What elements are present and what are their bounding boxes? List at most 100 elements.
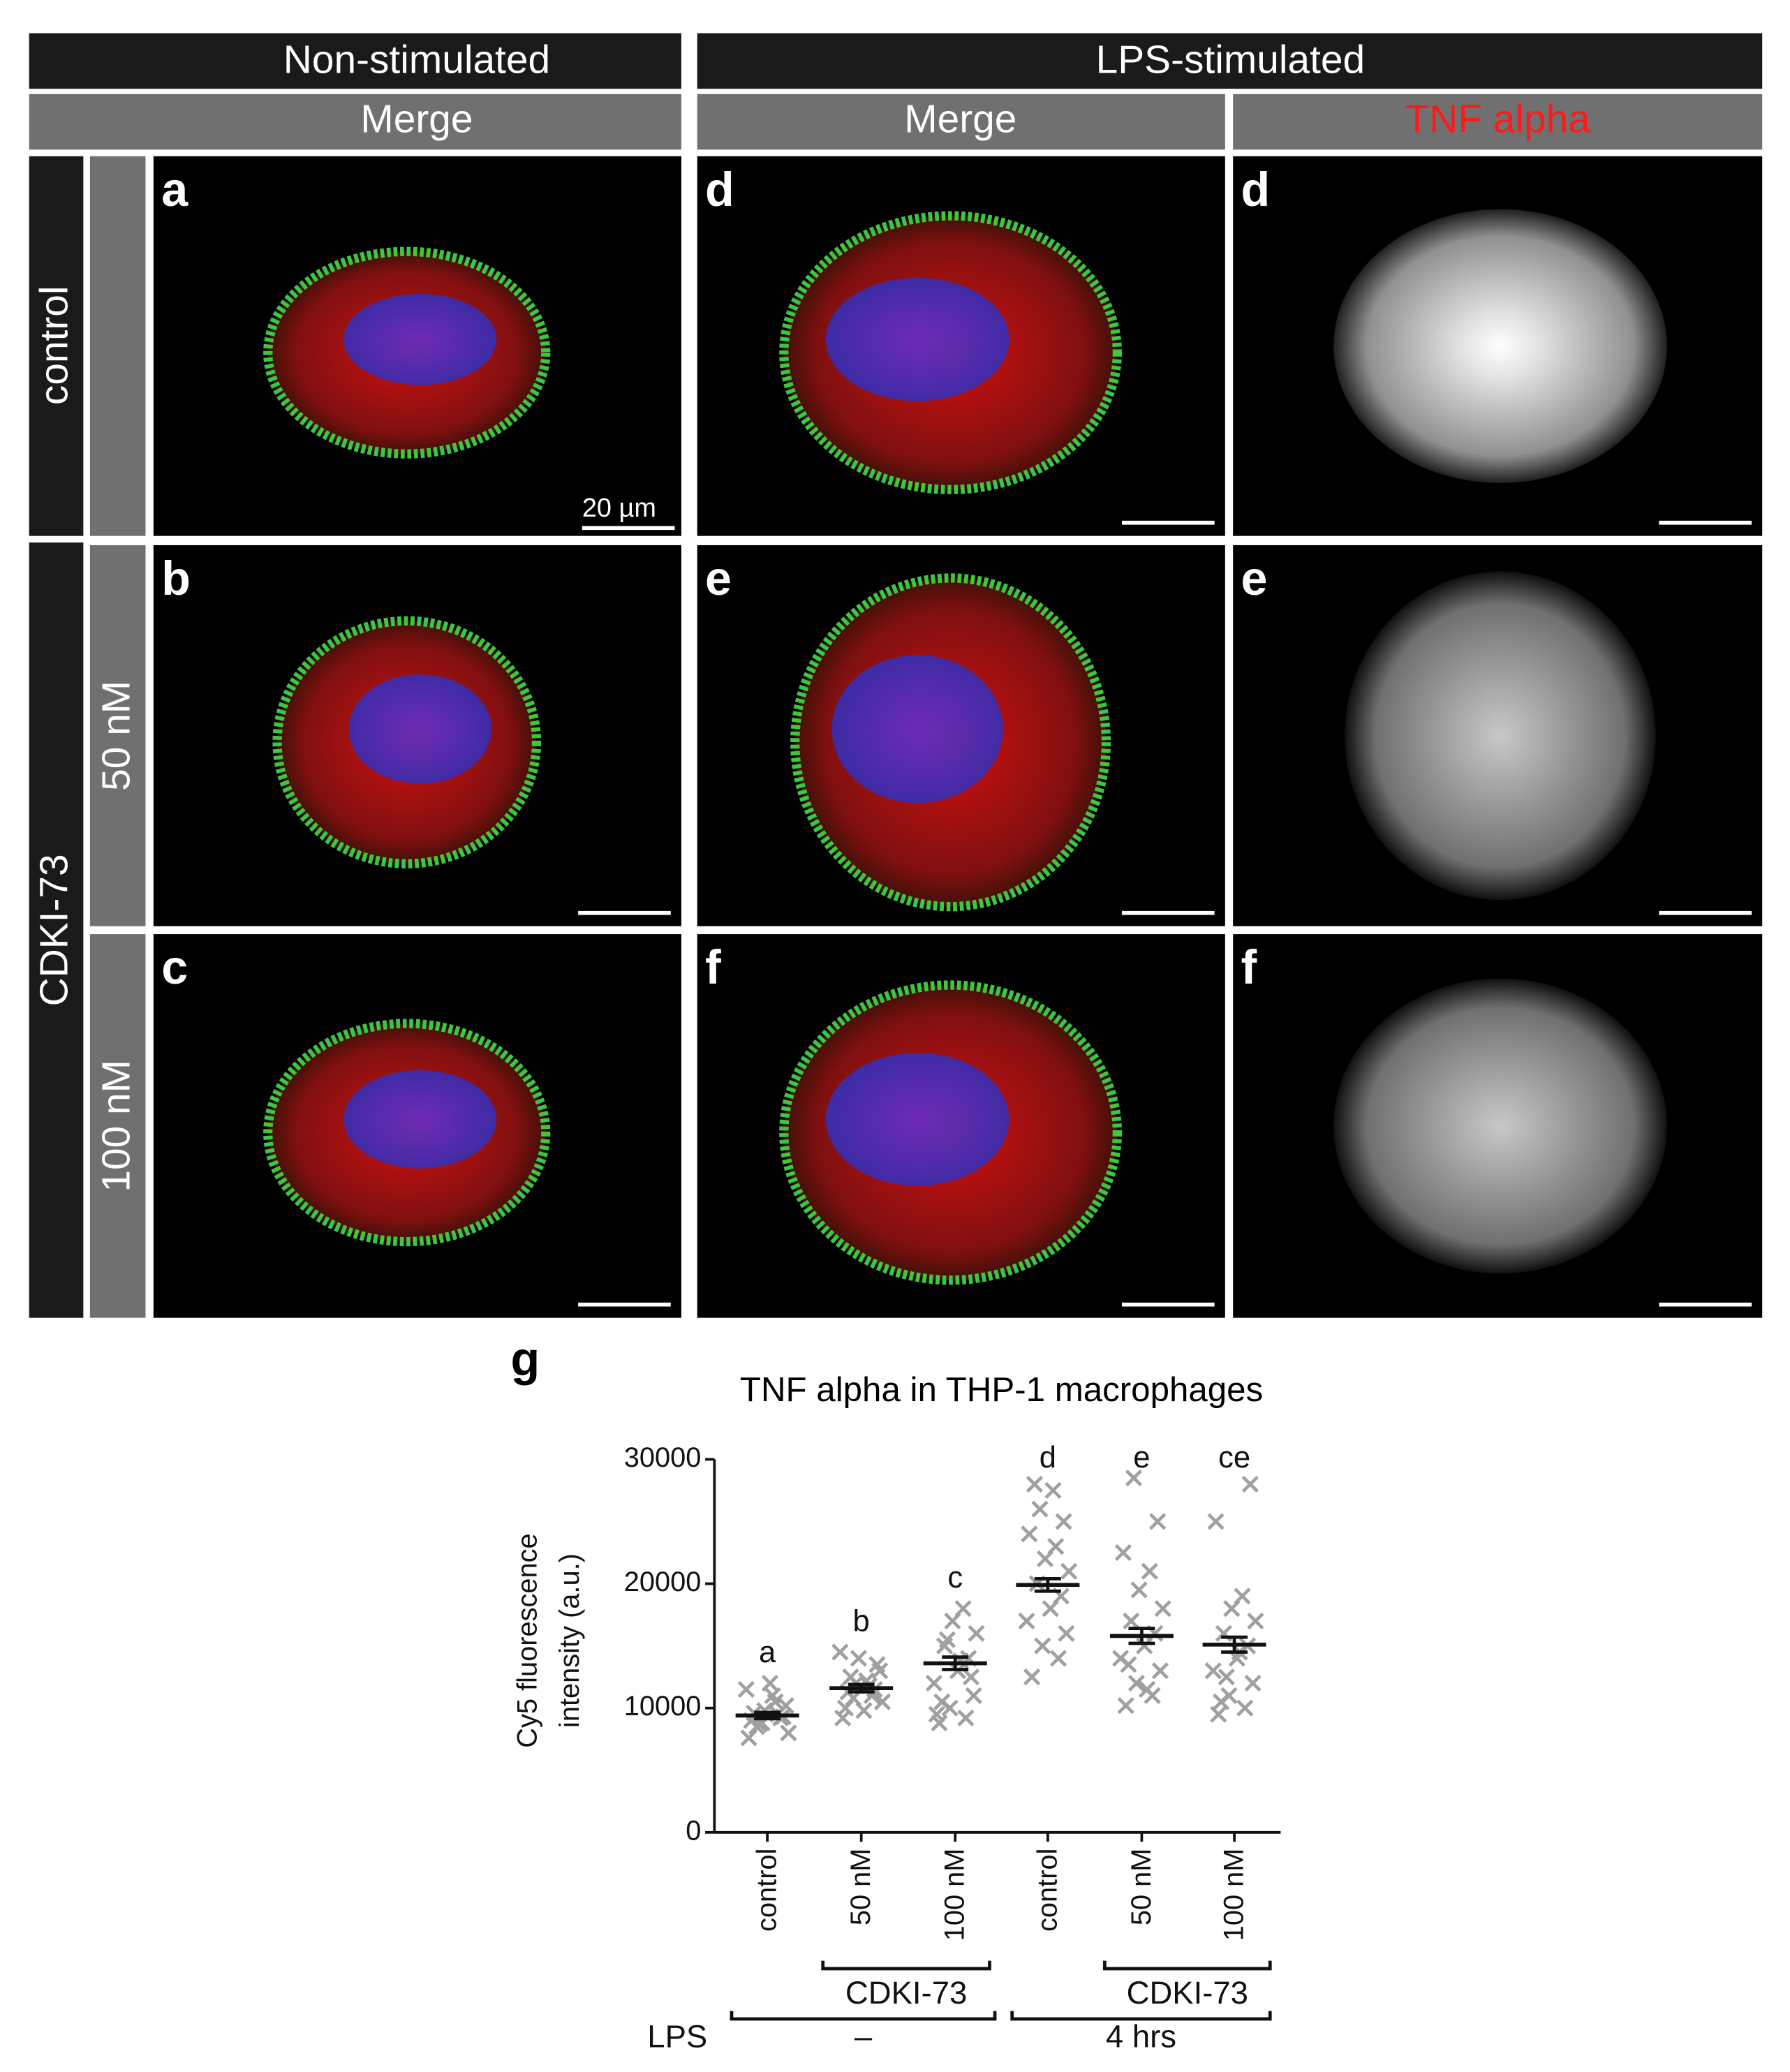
cell [1345, 571, 1656, 901]
row-bar [29, 542, 84, 1318]
cell [1333, 978, 1667, 1274]
data-point [962, 1668, 980, 1686]
data-point [1236, 1699, 1254, 1717]
data-point [1207, 1513, 1225, 1530]
subheader-bar [29, 94, 681, 150]
nucleus [825, 1053, 1009, 1186]
error-bar [848, 1682, 875, 1694]
column-subheader: Merge [360, 98, 473, 142]
data-point [1055, 1513, 1072, 1530]
panel-letter: d [1241, 163, 1271, 216]
y-tick-label: 0 [686, 1815, 701, 1846]
column-subheader: Merge [904, 98, 1016, 142]
chart: g TNF alpha in THP-1 macrophages Cy5 fluor… [510, 1333, 1281, 2054]
group-label: – [855, 2018, 873, 2054]
bracket [821, 1960, 991, 1971]
header-bar [29, 33, 681, 89]
micrographs: a d d b e e c f f [153, 156, 1763, 1318]
significance-label: b [853, 1604, 870, 1638]
data-point [1058, 1625, 1075, 1642]
row-label: 100 nM [95, 1060, 139, 1192]
subheader-bar [697, 94, 1225, 150]
data-point [933, 1693, 951, 1710]
x-tick-label: 50 nM [1126, 1849, 1157, 1926]
data-point [831, 1643, 849, 1661]
data-point [1244, 1674, 1262, 1692]
panel-letter: e [1241, 552, 1268, 605]
data-point [1021, 1525, 1038, 1543]
error-bar [754, 1710, 781, 1721]
data-point [954, 1600, 972, 1618]
nucleus [825, 277, 1009, 401]
panel-letter: d [705, 163, 734, 216]
row-label: 50 nM [95, 681, 139, 791]
y-axis-label: intensity (a.u.) [554, 1553, 585, 1728]
row-bar [89, 545, 146, 926]
bracket [1102, 1960, 1272, 1971]
data-point [1234, 1588, 1251, 1605]
panel-letter: a [161, 163, 188, 216]
y-tick-label: 30000 [624, 1442, 702, 1473]
data-point [740, 1729, 757, 1747]
cell [1333, 209, 1667, 483]
data-point [780, 1724, 797, 1742]
panel-letter: f [705, 941, 721, 994]
data-point [764, 1687, 781, 1704]
nucleus [343, 294, 497, 385]
data-point [850, 1650, 867, 1667]
nucleus [348, 674, 491, 784]
column-subheader: TNF alpha [1405, 98, 1591, 142]
data-point [1141, 1562, 1158, 1580]
x-tick-label: control [1032, 1849, 1063, 1932]
data-point [737, 1680, 755, 1699]
column-header: Non-stimulated [283, 38, 550, 82]
x-tick-label: 50 nM [845, 1849, 876, 1926]
data-point [1218, 1668, 1235, 1686]
x-tick-label: 100 nM [940, 1849, 970, 1941]
bracket [1010, 2011, 1272, 2021]
error-bar [1128, 1627, 1155, 1645]
bracket [730, 2011, 997, 2021]
significance-label: c [947, 1561, 963, 1594]
row-label: CDKI-73 [33, 854, 77, 1006]
panel-letter: f [1241, 941, 1257, 994]
data-point [1247, 1612, 1264, 1630]
data-point [1125, 1470, 1143, 1487]
data-point [957, 1709, 975, 1727]
bracket-label: CDKI-73 [845, 1975, 967, 2011]
data-point [1151, 1662, 1169, 1680]
data-point [834, 1709, 852, 1727]
panel-letter: b [161, 552, 191, 605]
data-point [1241, 1475, 1259, 1493]
data-point [1117, 1697, 1134, 1715]
data-point [1123, 1612, 1140, 1630]
header-bar [697, 33, 1763, 89]
data-point [1149, 1513, 1167, 1530]
data-point [1060, 1562, 1078, 1580]
chart-title: TNF alpha in THP-1 macrophages [740, 1370, 1263, 1409]
row-bar [89, 156, 146, 536]
x-tick-label: 100 nM [1218, 1849, 1249, 1941]
data-point [1138, 1680, 1156, 1699]
group-label: 4 hrs [1106, 2018, 1176, 2054]
data-point [968, 1625, 985, 1642]
data-point [1114, 1544, 1132, 1562]
row-bar [89, 934, 146, 1318]
group-axis-label: LPS [647, 2018, 707, 2054]
data-point [1044, 1481, 1062, 1500]
y-tick-label: 10000 [624, 1691, 702, 1722]
error-bar [942, 1655, 969, 1671]
data-point [928, 1705, 945, 1723]
scale-bar-label: 20 µm [582, 494, 656, 523]
significance-label: a [759, 1636, 776, 1669]
data-point [873, 1693, 892, 1710]
nucleus [831, 655, 1003, 804]
panel-letter: e [705, 552, 732, 605]
data-point [1204, 1662, 1222, 1680]
error-bar [1221, 1635, 1248, 1654]
data-point [1047, 1538, 1065, 1555]
y-tick-label: 20000 [624, 1567, 702, 1597]
data-point [925, 1674, 943, 1692]
